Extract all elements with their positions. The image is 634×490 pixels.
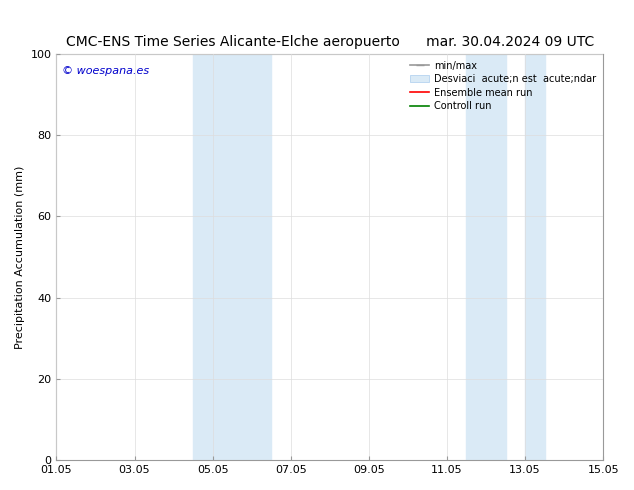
Bar bbox=[193, 54, 232, 460]
Bar bbox=[467, 54, 505, 460]
Bar bbox=[525, 54, 545, 460]
Legend: min/max, Desviaci  acute;n est  acute;ndar, Ensemble mean run, Controll run: min/max, Desviaci acute;n est acute;ndar… bbox=[406, 57, 600, 115]
Bar bbox=[232, 54, 271, 460]
Title: CMC-ENS Time Series Alicante-Elche aeropuerto      mar. 30.04.2024 09 UTC: CMC-ENS Time Series Alicante-Elche aerop… bbox=[66, 35, 594, 49]
Text: © woespana.es: © woespana.es bbox=[62, 66, 149, 76]
Y-axis label: Precipitation Accumulation (mm): Precipitation Accumulation (mm) bbox=[15, 165, 25, 349]
